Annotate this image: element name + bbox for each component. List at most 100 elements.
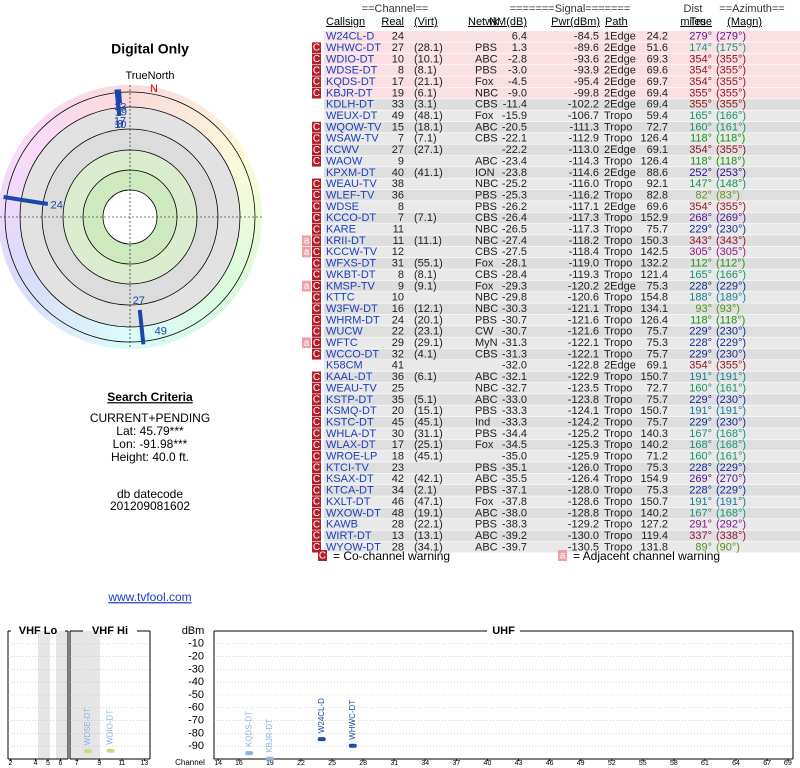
row-bg: [324, 280, 800, 292]
cell: 228°: [689, 337, 712, 349]
cell: (5.1): [414, 394, 437, 406]
cell: 69.6: [647, 65, 668, 77]
cell: -25.3: [502, 189, 527, 201]
cell: (175°): [716, 42, 746, 54]
cell: ABC: [475, 541, 498, 553]
cell: 69.7: [647, 76, 668, 88]
cell: WSAW-TV: [326, 133, 379, 145]
legend-key: C: [319, 551, 326, 562]
cell: 34: [392, 485, 404, 497]
cell: KMSP-TV: [326, 280, 376, 292]
cell: 38: [392, 178, 404, 190]
cell: KCCO-DT: [326, 212, 376, 224]
cell: 154.8: [640, 292, 668, 304]
warning-key: C: [313, 145, 320, 156]
search-line: Lat: 45.79***: [116, 424, 184, 438]
warning-key: C: [313, 542, 320, 553]
warning-badge: [312, 201, 321, 212]
row-bg: [324, 519, 800, 530]
warning-key: a: [304, 338, 310, 349]
warning-badge: [312, 462, 321, 474]
signal-mark: [348, 743, 357, 748]
cell: 72.7: [647, 121, 668, 133]
signal-label: WHWC-DT: [348, 700, 357, 740]
cell: -114.3: [569, 155, 599, 167]
cell: -35.1: [502, 462, 527, 474]
cell: NBC: [475, 382, 498, 394]
cell: (270°): [716, 473, 746, 485]
warning-badge: [312, 405, 321, 417]
cell: -20.5: [502, 121, 527, 133]
warning-key: C: [313, 224, 320, 235]
cell: 337°: [689, 530, 712, 542]
cell: -128.0: [568, 485, 599, 497]
x-tick-label: 52: [608, 760, 616, 767]
cell: 69.6: [647, 201, 668, 213]
cell: -120.6: [568, 292, 599, 304]
cell: 15: [392, 121, 404, 133]
cell: PBS: [475, 485, 497, 497]
cell: 160°: [689, 121, 712, 133]
cell: (230°): [716, 416, 746, 428]
warning-key: C: [313, 281, 320, 292]
cell: Tropo: [604, 212, 632, 224]
x-axis-label: Channel: [175, 758, 205, 767]
cell: KCCW-TV: [326, 246, 378, 258]
cell: 13: [392, 530, 404, 542]
cell: -121.6: [568, 326, 599, 338]
cell: NBC: [475, 235, 498, 247]
cell: WUCW: [326, 326, 363, 338]
cell: 75.3: [647, 280, 668, 292]
cell: -106.7: [568, 110, 599, 122]
cell: 10: [392, 53, 404, 65]
cell: CBS: [475, 133, 498, 145]
cell: ION: [475, 167, 495, 179]
signal-label: W24CL-D: [317, 698, 326, 733]
column-header: Netwk: [468, 16, 499, 28]
cell: K58CM: [326, 360, 363, 372]
cell: 2Edge: [604, 167, 636, 179]
cell: 140.2: [640, 439, 668, 451]
cell: (161°): [716, 451, 746, 463]
row-bg: [324, 473, 800, 485]
cell: PBS: [475, 201, 497, 213]
cell: 20: [392, 405, 404, 417]
cell: (25.1): [414, 439, 443, 451]
cell: Tropo: [604, 416, 632, 428]
cell: (2.1): [414, 485, 437, 497]
warning-badge: [312, 519, 321, 530]
cell: Tropo: [604, 337, 632, 349]
warning-badge: [312, 235, 321, 247]
cell: WDSE-DT: [326, 65, 378, 77]
x-tick-label: 9: [97, 760, 101, 767]
cell: Fox: [475, 258, 494, 270]
warning-key: C: [313, 156, 320, 167]
cell: 28: [392, 519, 404, 531]
cell: 75.7: [647, 326, 668, 338]
x-tick-label: 6: [59, 760, 63, 767]
cell: (166°): [716, 269, 746, 281]
cell: (253°): [716, 167, 746, 179]
warning-key: C: [313, 519, 320, 530]
row-bg: [324, 485, 800, 496]
cell: 132.2: [640, 258, 668, 270]
cell: 354°: [689, 360, 712, 372]
cell: (112°): [716, 258, 745, 270]
cell: 150.7: [640, 405, 668, 417]
cell: KRII-DT: [326, 235, 366, 247]
cell: (343°): [716, 235, 746, 247]
cell: (118°): [716, 314, 745, 326]
x-tick-label: 19: [266, 760, 274, 767]
cell: -119.3: [569, 269, 599, 281]
cell: Fox: [475, 76, 494, 88]
site-link[interactable]: www.tvfool.com: [107, 590, 191, 604]
cell: 174°: [689, 42, 712, 54]
cell: -33.3: [502, 405, 527, 417]
warning-badge: [312, 65, 321, 76]
cell: 93°: [695, 303, 712, 315]
radar-label: 33: [114, 102, 126, 114]
cell: ABC: [475, 371, 498, 383]
warning-badge: [312, 496, 321, 508]
cell: 354°: [689, 65, 712, 77]
